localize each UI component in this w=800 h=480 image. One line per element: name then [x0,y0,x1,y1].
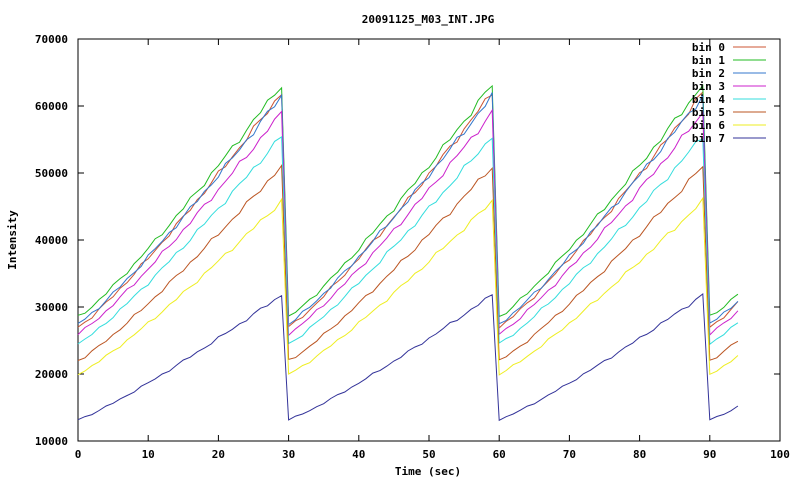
y-tick-label: 50000 [35,167,68,180]
y-tick-label: 60000 [35,100,68,113]
legend-label: bin 3 [692,80,725,93]
legend-label: bin 2 [692,67,725,80]
y-axis: 10000 20000 30000 40000 50000 60000 70000 [35,33,780,448]
y-tick-label: 10000 [35,435,68,448]
series-line-bin-1 [77,84,739,318]
series-line-bin-3 [77,108,739,337]
series-line-bin-4 [77,136,739,346]
y-tick-label: 20000 [35,368,68,381]
series-line-bin-7 [77,293,739,422]
plot-frame [77,38,781,442]
x-tick-label: 70 [563,448,576,461]
x-tick-label: 60 [493,448,506,461]
legend-label: bin 6 [692,119,725,132]
series-lines [77,84,739,422]
x-axis-label: Time (sec) [395,465,461,478]
x-tick-label: 20 [212,448,225,461]
chart-title: 20091125_M03_INT.JPG [362,13,495,26]
legend-label: bin 0 [692,41,725,54]
x-axis: 0 10 20 30 40 50 60 70 80 90 100 [75,39,790,461]
y-axis-label: Intensity [6,210,19,270]
y-tick-label: 30000 [35,301,68,314]
x-tick-label: 100 [770,448,790,461]
legend-label: bin 1 [692,54,725,67]
x-tick-label: 40 [352,448,365,461]
x-tick-label: 30 [282,448,295,461]
series-line-bin-2 [77,92,739,326]
series-line-bin-0 [77,90,739,330]
series-line-bin-6 [77,196,739,376]
y-tick-label: 40000 [35,234,68,247]
legend-label: bin 7 [692,132,725,145]
x-tick-label: 50 [422,448,435,461]
legend-label: bin 5 [692,106,725,119]
x-tick-label: 90 [703,448,716,461]
x-tick-label: 0 [75,448,82,461]
y-tick-label: 70000 [35,33,68,46]
series-line-bin-5 [77,164,739,361]
x-tick-label: 80 [633,448,646,461]
legend-label: bin 4 [692,93,725,106]
x-tick-label: 10 [142,448,155,461]
